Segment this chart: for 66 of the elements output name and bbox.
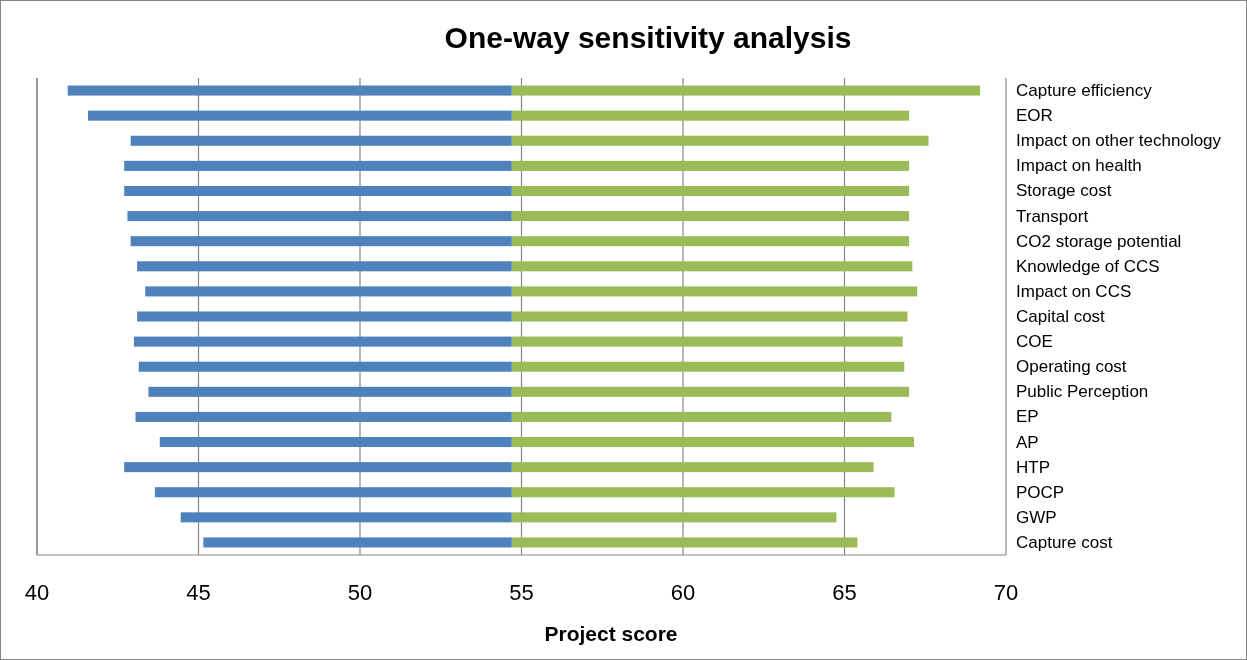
y-tick-label: Impact on other technology	[1016, 131, 1222, 151]
x-tick-label: 70	[993, 580, 1019, 605]
x-tick-label: 40	[24, 580, 50, 605]
bar	[124, 160, 512, 171]
bar	[203, 537, 512, 548]
bar	[511, 160, 910, 171]
bar	[154, 487, 512, 498]
y-tick-label: CO2 storage potential	[1016, 231, 1182, 251]
bar	[180, 512, 512, 523]
y-tick-label: Public Perception	[1016, 382, 1149, 402]
bar	[159, 437, 512, 448]
bar	[124, 462, 512, 473]
bar	[511, 462, 874, 473]
y-tick-label: Impact on health	[1016, 156, 1142, 176]
x-axis-title: Project score	[544, 622, 678, 645]
bar	[511, 512, 837, 523]
bar	[511, 185, 910, 196]
bar	[511, 437, 914, 448]
bar	[511, 336, 903, 347]
y-tick-label: EP	[1016, 407, 1039, 427]
bar	[137, 261, 512, 272]
bar	[511, 286, 918, 297]
bar	[130, 236, 512, 247]
y-tick-label: GWP	[1016, 507, 1057, 527]
chart-title: One-way sensitivity analysis	[444, 21, 852, 54]
x-tick-label: 65	[832, 580, 857, 605]
y-tick-label: Capture efficiency	[1016, 81, 1153, 101]
y-tick-label: Operating cost	[1016, 357, 1127, 377]
bar	[145, 286, 512, 297]
bar	[124, 185, 512, 196]
bar	[511, 537, 858, 548]
y-tick-label: EOR	[1016, 106, 1053, 126]
y-tick-label: AP	[1016, 432, 1039, 452]
y-tick-label: POCP	[1016, 482, 1065, 502]
x-tick-label: 50	[347, 580, 373, 605]
y-tick-label: Knowledge of CCS	[1016, 256, 1160, 276]
bar	[511, 311, 908, 322]
bar	[511, 211, 910, 222]
bar	[511, 361, 905, 372]
bar	[127, 211, 512, 222]
x-tick-label: 45	[186, 580, 211, 605]
x-tick-label: 55	[509, 580, 534, 605]
bar	[511, 110, 910, 121]
x-tick-label: 60	[670, 580, 696, 605]
bar	[130, 135, 512, 146]
y-tick-label: Transport	[1016, 206, 1089, 226]
y-tick-label: Impact on CCS	[1016, 281, 1132, 301]
bar	[67, 85, 512, 96]
bar	[133, 336, 512, 347]
y-tick-label: Capital cost	[1016, 307, 1106, 326]
bar	[138, 361, 512, 372]
bar	[511, 386, 910, 397]
bar	[511, 487, 895, 498]
bar	[135, 411, 512, 422]
y-tick-label: COE	[1016, 332, 1053, 352]
bar	[511, 411, 892, 422]
bar	[511, 85, 981, 96]
bar	[511, 261, 913, 272]
bar	[148, 386, 512, 397]
y-tick-label: Capture cost	[1016, 532, 1113, 552]
bar	[511, 236, 910, 247]
bar	[88, 110, 512, 121]
bar	[511, 135, 929, 146]
y-tick-label: Storage cost	[1016, 181, 1112, 201]
bar	[137, 311, 512, 322]
y-tick-label: HTP	[1016, 457, 1050, 477]
